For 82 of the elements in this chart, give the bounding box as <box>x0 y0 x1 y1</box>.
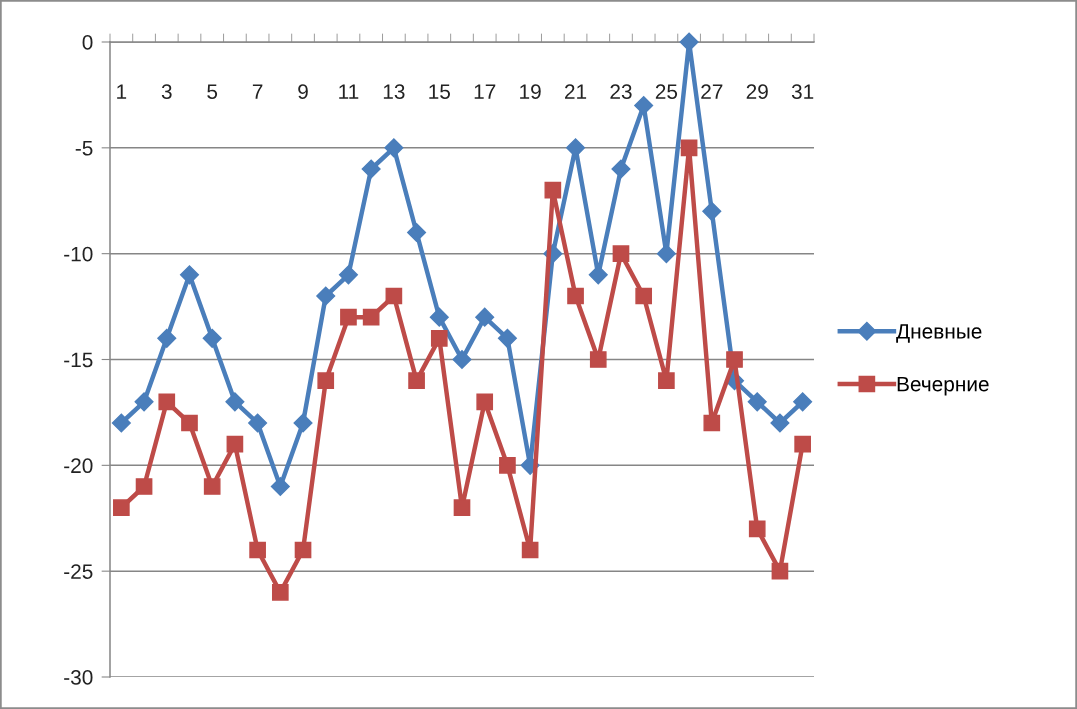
point <box>452 349 472 370</box>
point <box>544 181 562 199</box>
point <box>181 414 198 432</box>
point <box>679 32 699 52</box>
point <box>521 541 539 559</box>
legend-label: Дневные <box>896 324 982 343</box>
point <box>157 328 177 348</box>
point <box>134 392 154 412</box>
point <box>430 329 448 347</box>
x-tick-label: 19 <box>520 84 541 99</box>
point <box>612 245 630 263</box>
point <box>656 244 676 264</box>
x-tick-label: 17 <box>474 84 496 99</box>
point <box>567 287 584 305</box>
point <box>361 159 381 179</box>
point <box>726 351 743 368</box>
point <box>271 583 289 601</box>
point <box>771 562 789 580</box>
y-tick-label: -10 <box>64 246 93 262</box>
point <box>407 222 427 243</box>
point <box>680 139 698 157</box>
y-tick-label: 0 <box>82 35 93 50</box>
point <box>635 287 653 305</box>
point <box>793 392 813 412</box>
point <box>135 478 153 495</box>
point <box>658 372 675 390</box>
y-tick-label: -15 <box>64 352 93 368</box>
point <box>225 392 245 412</box>
point <box>202 328 222 348</box>
x-tick-label: 25 <box>655 84 678 99</box>
point <box>384 138 404 158</box>
point <box>113 499 130 517</box>
point <box>248 413 268 433</box>
x-tick-label: 5 <box>207 84 218 99</box>
x-tick-label: 9 <box>298 84 308 99</box>
x-tick-label: 15 <box>429 84 450 99</box>
y-tick-label: -25 <box>64 564 93 579</box>
x-tick-label: 1 <box>117 84 127 99</box>
x-tick-label: 7 <box>252 84 263 99</box>
point <box>385 287 403 305</box>
point <box>499 456 516 474</box>
point <box>589 351 607 368</box>
point <box>362 308 380 326</box>
point <box>226 435 244 453</box>
legend-label: Вечерние <box>897 376 989 396</box>
point <box>270 476 290 497</box>
point <box>338 265 358 285</box>
x-tick-label: 3 <box>161 84 172 99</box>
x-tick-label: 27 <box>701 84 723 99</box>
point <box>588 265 608 285</box>
y-tick-label: -5 <box>75 141 93 156</box>
x-tick-label: 29 <box>746 84 768 99</box>
point <box>747 392 767 412</box>
point <box>249 541 266 559</box>
point <box>611 159 631 179</box>
point <box>408 372 425 390</box>
point <box>770 413 790 433</box>
point <box>294 541 312 559</box>
point <box>203 478 221 495</box>
point <box>748 520 766 538</box>
x-tick-label: 13 <box>383 84 405 99</box>
point <box>702 201 722 221</box>
point <box>317 372 335 390</box>
point <box>429 307 449 327</box>
point <box>453 499 471 517</box>
point <box>293 413 313 433</box>
point <box>703 414 721 432</box>
x-tick-label: 11 <box>339 84 359 99</box>
point <box>316 286 336 306</box>
point <box>475 307 495 327</box>
point <box>111 413 131 433</box>
x-tick-label: 23 <box>610 84 632 99</box>
y-tick-label: -30 <box>64 670 93 685</box>
x-tick-label: 21 <box>565 84 587 99</box>
point <box>158 393 176 411</box>
y-tick-label: -20 <box>64 458 93 474</box>
point <box>179 265 200 285</box>
point <box>497 328 517 348</box>
point <box>476 393 494 411</box>
point <box>340 308 357 326</box>
x-tick-label: 31 <box>791 84 814 99</box>
point <box>794 435 811 453</box>
